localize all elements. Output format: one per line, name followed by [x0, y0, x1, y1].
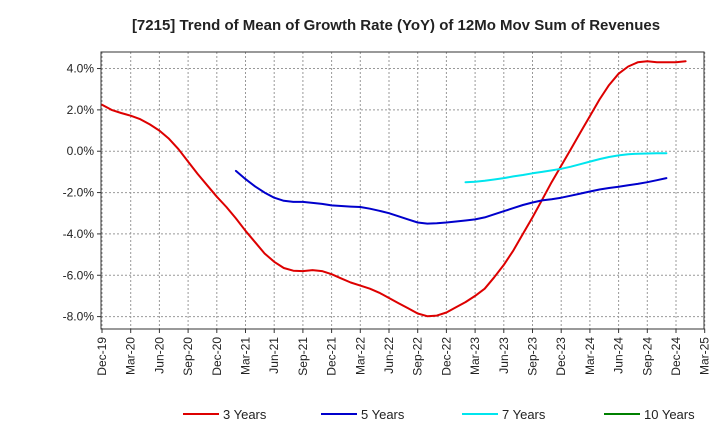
x-tick-label: Dec-22 — [439, 337, 453, 376]
x-tick-label: Jun-21 — [267, 337, 281, 374]
legend-label-10-years: 10 Years — [644, 407, 695, 422]
x-tick-label: Jun-23 — [497, 337, 511, 374]
x-tick-label: Sep-23 — [526, 337, 540, 376]
plot-area — [101, 52, 704, 329]
x-tick-label: Dec-19 — [95, 337, 109, 376]
y-tick-label: -2.0% — [63, 186, 95, 200]
x-tick-label: Mar-20 — [124, 337, 138, 375]
x-tick-label: Dec-23 — [554, 337, 568, 376]
x-tick-label: Mar-24 — [583, 337, 597, 375]
x-axis: Dec-19 Mar-20 Jun-20 Sep-20 Dec-20 Mar-21 Jun-… — [95, 329, 712, 376]
series-line-3-years — [101, 60, 687, 318]
grid — [101, 52, 706, 329]
series-line-5-years — [234, 169, 668, 225]
x-tick-label: Dec-24 — [669, 337, 683, 376]
y-tick-label: 2.0% — [67, 103, 95, 117]
y-tick-label: -8.0% — [63, 310, 95, 324]
x-tick-label: Dec-21 — [325, 337, 339, 376]
legend: 3 Years 5 Years 7 Years 10 Years — [183, 407, 695, 422]
x-tick-label: Mar-23 — [468, 337, 482, 375]
x-tick-label: Mar-22 — [353, 337, 367, 375]
legend-label-7-years: 7 Years — [502, 407, 546, 422]
x-tick-label: Jun-20 — [152, 337, 166, 374]
y-tick-label: -4.0% — [63, 227, 95, 241]
legend-label-5-years: 5 Years — [361, 407, 405, 422]
y-tick-label: 4.0% — [67, 62, 95, 76]
series-line-7-years — [464, 152, 668, 184]
series-lines — [101, 60, 687, 318]
x-tick-label: Mar-21 — [239, 337, 253, 375]
x-tick-label: Mar-25 — [698, 337, 712, 375]
x-tick-label: Sep-24 — [640, 337, 654, 376]
y-axis: 4.0% 2.0% 0.0% -2.0% -4.0% -6.0% -8.0% — [63, 62, 101, 324]
legend-label-3-years: 3 Years — [223, 407, 267, 422]
x-tick-label: Sep-20 — [181, 337, 195, 376]
x-tick-label: Sep-21 — [296, 337, 310, 376]
y-tick-label: -6.0% — [63, 268, 95, 282]
y-tick-label: 0.0% — [67, 144, 95, 158]
x-tick-label: Jun-24 — [612, 337, 626, 374]
x-tick-label: Dec-20 — [210, 337, 224, 376]
x-tick-label: Jun-22 — [382, 337, 396, 374]
plot-frame — [100, 51, 705, 330]
x-tick-label: Sep-22 — [411, 337, 425, 376]
chart-title: [7215] Trend of Mean of Growth Rate (YoY… — [132, 17, 660, 34]
